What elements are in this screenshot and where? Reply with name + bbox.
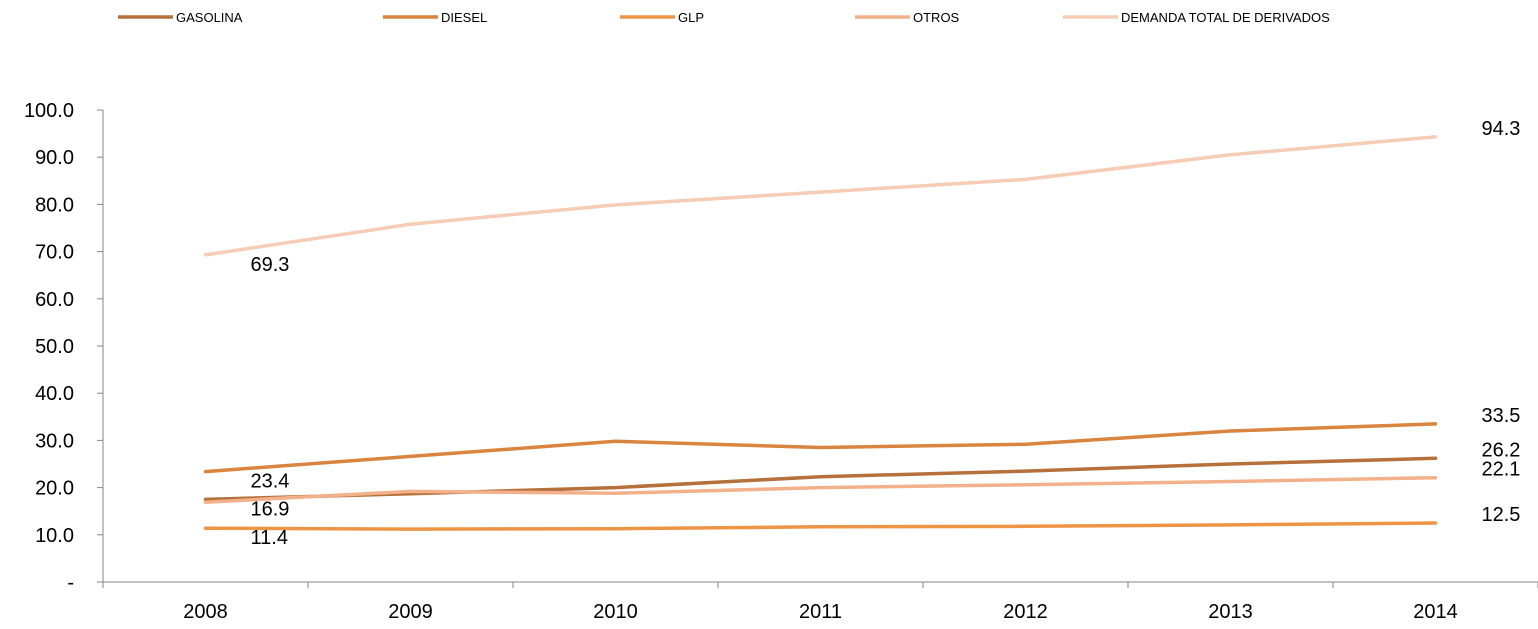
- y-tick-label: 40.0: [35, 383, 74, 405]
- series-line-otros: [203, 475, 1438, 504]
- data-label: 11.4: [251, 527, 288, 549]
- x-tick-label: 2013: [1208, 601, 1253, 623]
- legend-label: GLP: [678, 10, 704, 25]
- y-tick-label: 100.0: [24, 100, 74, 122]
- data-label: 23.4: [251, 471, 290, 493]
- x-tick-label: 2011: [799, 601, 842, 623]
- y-tick-label: -: [67, 572, 74, 594]
- x-tick-label: 2014: [1413, 601, 1458, 623]
- legend: GASOLINA DIESEL GLP OTROS DEMANDA TOTAL DE D…: [118, 10, 1330, 25]
- y-tick-label: 10.0: [35, 525, 74, 547]
- x-tick-label: 2010: [593, 601, 638, 623]
- series-line-demanda-total-de-derivados: [203, 135, 1438, 257]
- x-tick-label: 2008: [183, 601, 228, 623]
- data-label: 69.3: [251, 254, 290, 276]
- legend-label: GASOLINA: [176, 10, 243, 25]
- y-tick-label: 30.0: [35, 430, 74, 452]
- x-tick-label: 2012: [1003, 601, 1048, 623]
- series-line-glp: [203, 521, 1438, 531]
- series-line-gasolina: [203, 456, 1438, 502]
- data-label: 12.5: [1482, 504, 1521, 526]
- y-tick-label: 60.0: [35, 289, 74, 311]
- y-tick-label: 80.0: [35, 194, 74, 216]
- data-label: 33.5: [1482, 405, 1521, 427]
- legend-label: DIESEL: [441, 10, 487, 25]
- legend-label: DEMANDA TOTAL DE DERIVADOS: [1121, 10, 1330, 25]
- y-tick-label: 90.0: [35, 147, 74, 169]
- series-line-diesel: [203, 422, 1438, 474]
- data-label: 16.9: [251, 498, 290, 520]
- data-label: 22.1: [1482, 459, 1521, 481]
- series-group: [203, 135, 1438, 531]
- y-tick-label: 50.0: [35, 336, 74, 358]
- y-tick-label: 20.0: [35, 478, 74, 500]
- axes: - 10.0 20.0 30.0 40.0 50.0 60.0 70.0 80.0 90.0 100…: [24, 100, 1538, 623]
- x-tick-label: 2009: [388, 601, 433, 623]
- legend-label: OTROS: [913, 10, 960, 25]
- data-label: 94.3: [1482, 118, 1521, 140]
- data-label: 26.2: [1482, 439, 1521, 461]
- y-tick-label: 70.0: [35, 242, 74, 264]
- data-labels: 16.9 26.2 23.4 33.5 11.4 12.5 22.1 69.3 94.3: [251, 118, 1521, 549]
